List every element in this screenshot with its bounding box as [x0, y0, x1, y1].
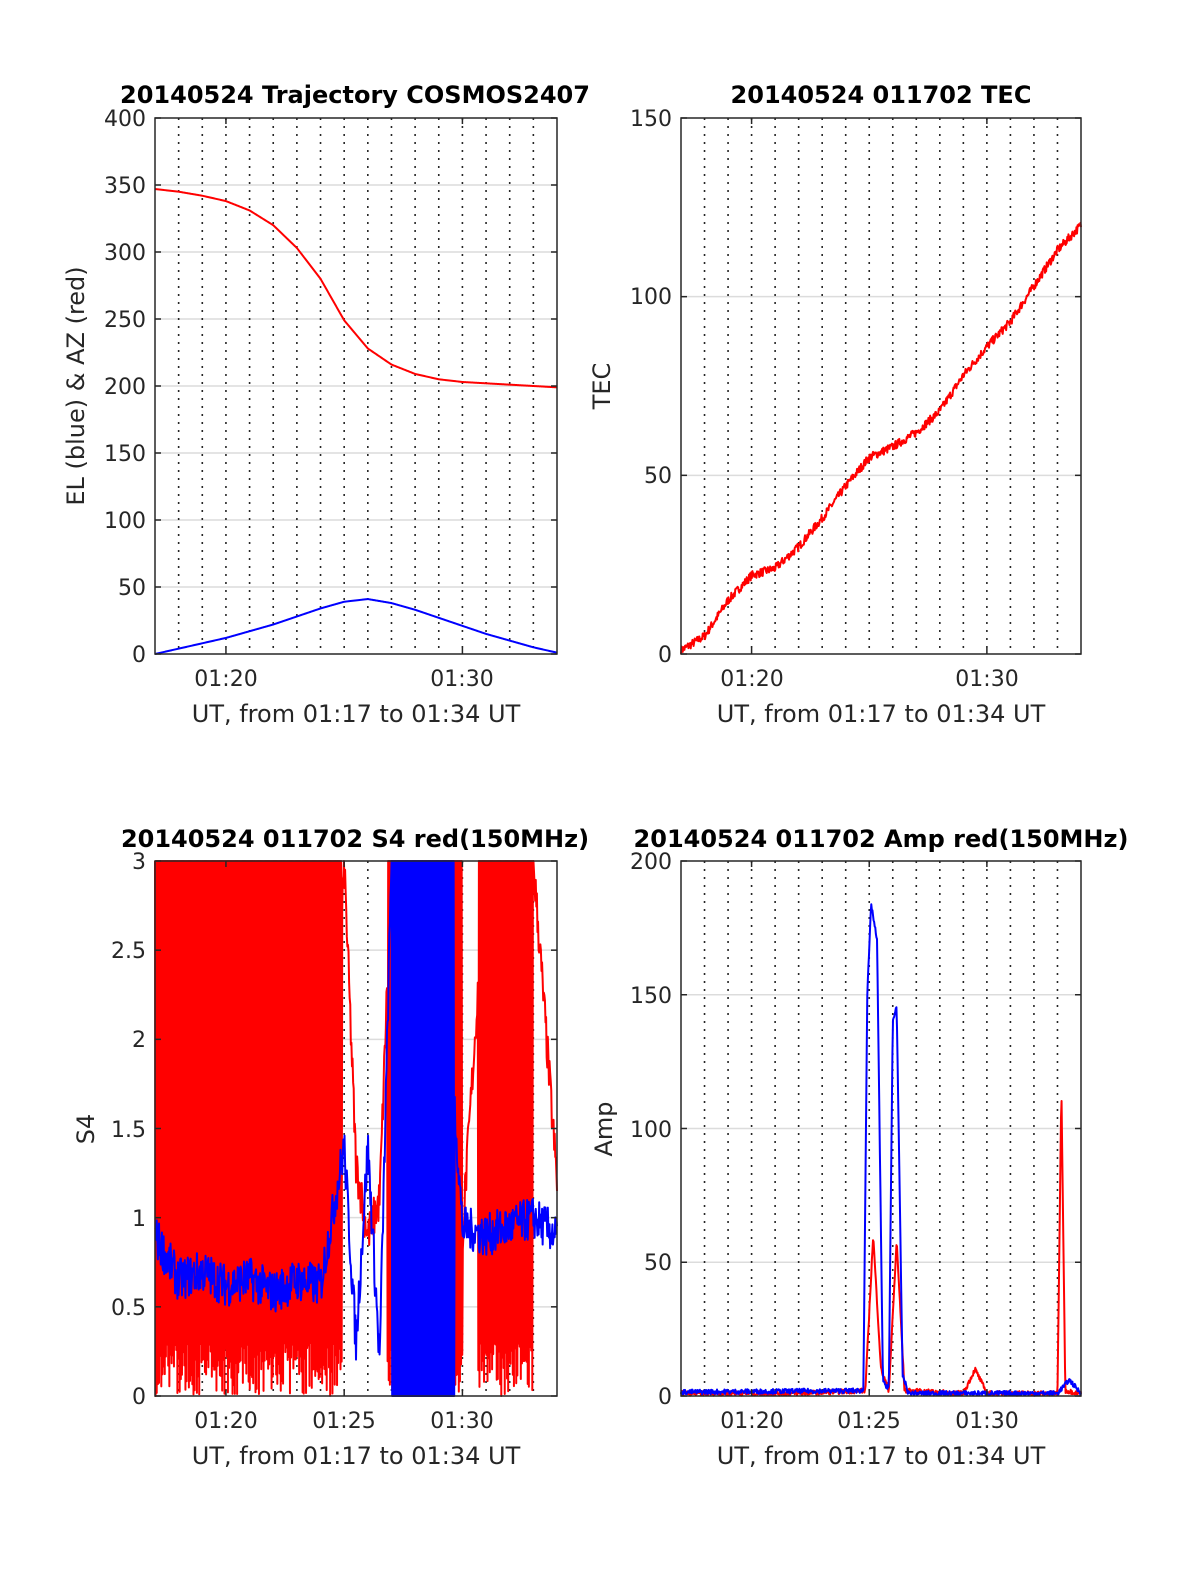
tec-plot-frame: [680, 117, 1082, 655]
trajectory-lines: [154, 188, 558, 655]
tec-panel: 20140524 011702 TEC 0 50 100 150 01:20 0…: [588, 81, 1082, 728]
s4-title: 20140524 011702 S4 red(150MHz): [121, 825, 589, 853]
amp-ticks: [681, 860, 1081, 1397]
tec-ytick: 0: [658, 643, 672, 668]
amp-title: 20140524 011702 Amp red(150MHz): [634, 825, 1129, 853]
tec-xlabel: UT, from 01:17 to 01:34 UT: [717, 700, 1046, 728]
s4-xtick: 01:30: [430, 1409, 493, 1434]
amp-ytick: 200: [630, 850, 672, 875]
amp-series-blue-line: [680, 903, 1082, 1397]
traj-series-red-line: [154, 188, 558, 389]
s4-ylabel: S4: [72, 1114, 100, 1145]
trajectory-ytick: 150: [104, 442, 146, 467]
trajectory-xlabel: UT, from 01:17 to 01:34 UT: [192, 700, 521, 728]
amp-xtick: 01:25: [837, 1409, 900, 1434]
s4-series-blue-line: [154, 860, 558, 1397]
amp-xtick: 01:30: [955, 1409, 1018, 1434]
trajectory-ytick: 200: [104, 375, 146, 400]
trajectory-title: 20140524 Trajectory COSMOS2407: [120, 81, 590, 109]
s4-series-red-line: [154, 860, 558, 1397]
tec-ylabel: TEC: [588, 363, 616, 411]
s4-ytick: 2: [132, 1028, 146, 1053]
trajectory-ticks: [155, 117, 557, 655]
trajectory-xtick: 01:30: [430, 667, 493, 692]
trajectory-ytick: 350: [104, 174, 146, 199]
s4-ytick: 0: [132, 1385, 146, 1410]
amp-panel: 20140524 011702 Amp red(150MHz) 0 50 100…: [590, 825, 1128, 1470]
trajectory-xtick: 01:20: [194, 667, 257, 692]
s4-ytick: 1: [132, 1207, 146, 1232]
tec-grid: [681, 118, 1081, 654]
trajectory-ytick: 300: [104, 241, 146, 266]
trajectory-panel: 20140524 Trajectory COSMOS2407 0 50 100 …: [62, 81, 590, 728]
tec-xtick: 01:20: [720, 667, 783, 692]
trajectory-ytick: 50: [118, 576, 146, 601]
amp-ytick: 100: [630, 1118, 672, 1143]
amp-grid: [681, 861, 1081, 1396]
s4-ytick: 3: [132, 850, 146, 875]
tec-title: 20140524 011702 TEC: [731, 81, 1032, 109]
trajectory-ylabel: EL (blue) & AZ (red): [62, 266, 90, 505]
trajectory-ytick: 250: [104, 308, 146, 333]
s4-ticks: [155, 860, 557, 1397]
s4-ytick: 0.5: [111, 1296, 146, 1321]
traj-series-blue-line: [154, 598, 558, 655]
s4-panel: 20140524 011702 S4 red(150MHz) 0 0.5 1 1…: [72, 825, 589, 1470]
trajectory-ytick: 400: [104, 107, 146, 132]
s4-lines: [154, 860, 558, 1397]
tec-ytick: 50: [644, 464, 672, 489]
tec-ticks: [681, 117, 1081, 655]
trajectory-ytick: 0: [132, 643, 146, 668]
amp-ylabel: Amp: [590, 1101, 618, 1156]
amp-lines: [680, 903, 1082, 1397]
trajectory-ytick: 100: [104, 509, 146, 534]
amp-ytick: 50: [644, 1251, 672, 1276]
tec-lines: [680, 221, 1082, 655]
amp-xtick: 01:20: [720, 1409, 783, 1434]
amp-xlabel: UT, from 01:17 to 01:34 UT: [717, 1442, 1046, 1470]
s4-xtick: 01:20: [194, 1409, 257, 1434]
tec-series-red-line: [680, 221, 1082, 655]
amp-ytick: 0: [658, 1385, 672, 1410]
s4-xlabel: UT, from 01:17 to 01:34 UT: [192, 1442, 521, 1470]
s4-ytick: 1.5: [111, 1118, 146, 1143]
tec-xtick: 01:30: [955, 667, 1018, 692]
s4-xtick: 01:25: [312, 1409, 375, 1434]
amp-ytick: 150: [630, 984, 672, 1009]
trajectory-grid: [155, 118, 557, 654]
tec-ytick: 150: [630, 107, 672, 132]
tec-ytick: 100: [630, 285, 672, 310]
s4-ytick: 2.5: [111, 939, 146, 964]
